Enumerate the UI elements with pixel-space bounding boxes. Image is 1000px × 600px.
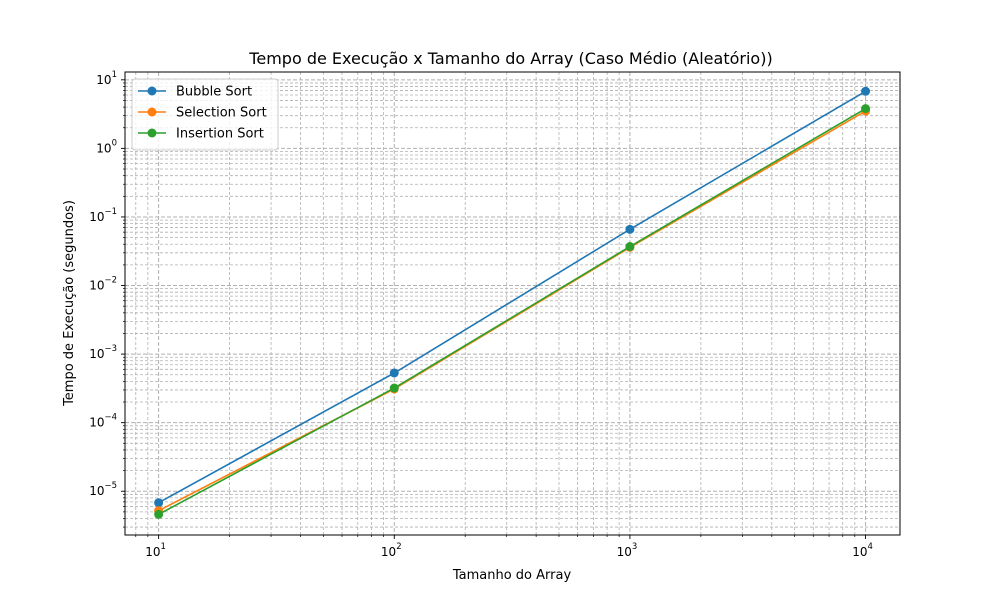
data-point (154, 498, 164, 508)
x-axis-ticks: 101 102 103 104 (135, 535, 873, 559)
y-tick-label: 101 (96, 70, 117, 87)
legend-marker (147, 86, 157, 96)
legend-label: Bubble Sort (176, 85, 252, 100)
legend-marker (147, 128, 157, 138)
y-tick-label: 10−3 (89, 344, 117, 361)
y-tick-label: 100 (96, 138, 117, 155)
y-axis-label: Tempo de Execução (segundos) (62, 200, 77, 407)
legend-marker (147, 107, 157, 117)
data-point (625, 242, 635, 252)
legend-label: Insertion Sort (176, 127, 264, 142)
y-tick-label: 10−4 (89, 413, 117, 430)
series-layer (154, 86, 871, 519)
series-line (158, 90, 866, 504)
legend: Bubble Sort Selection Sort Insertion Sort (131, 78, 279, 151)
minor-gridlines (125, 72, 900, 535)
y-axis-ticks: 10−5 10−4 10−3 10−2 10−1 100 101 (89, 70, 125, 528)
legend-label: Selection Sort (176, 106, 267, 121)
data-point (389, 383, 399, 393)
x-axis-label: Tamanho do Array (452, 568, 572, 583)
legend-box (131, 78, 279, 151)
data-point (625, 224, 635, 234)
data-point (154, 509, 164, 519)
series-line (158, 107, 866, 516)
plot-frame (124, 71, 901, 536)
data-point (389, 368, 399, 378)
series-3 (154, 104, 871, 519)
data-point (861, 104, 871, 114)
data-point (861, 86, 871, 96)
y-tick-label: 10−2 (89, 276, 117, 293)
y-tick-label: 10−5 (89, 481, 117, 498)
series-1 (154, 86, 871, 508)
chart-title: Tempo de Execução x Tamanho do Array (Ca… (248, 49, 772, 68)
y-tick-label: 10−1 (89, 207, 117, 224)
